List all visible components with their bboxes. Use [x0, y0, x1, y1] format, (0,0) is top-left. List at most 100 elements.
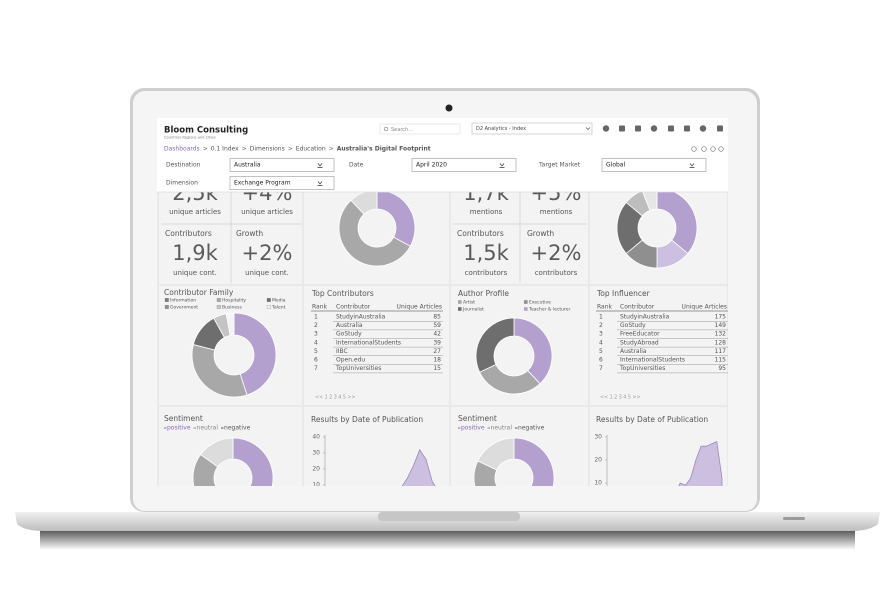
y-tick-label: 20	[594, 457, 602, 464]
article-count: 115	[715, 357, 727, 364]
legend-label: Business	[222, 305, 242, 311]
filter-value[interactable]: Exchange Program	[234, 180, 291, 187]
contributor-name: TopUniversities	[619, 365, 665, 372]
kpi-caption: unique cont.	[173, 269, 217, 277]
rank: 3	[314, 331, 318, 338]
toolbar-icon[interactable]	[602, 125, 610, 132]
page-tool-icon[interactable]	[710, 146, 716, 152]
panel-title: Contributor Family	[164, 288, 234, 297]
kpi-caption: unique articles	[241, 208, 293, 216]
toolbar-icon	[717, 125, 723, 132]
laptop-notch	[378, 512, 520, 521]
rank: 4	[599, 339, 603, 346]
contributor-name: GoStudy	[620, 322, 646, 329]
panel-title: Results by Date of Publication	[311, 415, 423, 424]
search-input[interactable]: Search...	[391, 127, 413, 133]
brand: Bloom Consulting	[164, 126, 248, 136]
legend-label: Executive	[529, 300, 551, 306]
article-count: 18	[433, 357, 441, 364]
article-count: 149	[715, 322, 727, 329]
column-header: Unique Articles	[397, 304, 442, 311]
column-header: Unique Articles	[682, 304, 727, 311]
toolbar-icon	[635, 125, 641, 132]
column-header: Rank	[312, 304, 328, 311]
article-count: 175	[715, 314, 727, 321]
contributor-name: GoStudy	[336, 331, 362, 338]
article-count: 132	[715, 331, 727, 338]
filter-label: Destination	[166, 162, 201, 169]
camera	[445, 104, 453, 112]
rank: 7	[314, 365, 318, 372]
select-caret	[499, 163, 505, 168]
donut-segment	[656, 187, 698, 255]
legend-swatch	[524, 307, 528, 311]
donut-segment	[200, 437, 234, 468]
filter-value[interactable]: Global	[606, 162, 625, 169]
contributor-name: StudyinAustralia	[620, 314, 670, 321]
contributor-name: InternationalStudents	[336, 339, 401, 346]
select-caret	[317, 163, 323, 168]
toolbar-icon[interactable]	[699, 125, 707, 132]
laptop-port	[783, 517, 805, 520]
panel-title: Sentiment	[164, 414, 203, 423]
legend-label: Hospitality	[222, 298, 246, 304]
breadcrumb-item[interactable]: Dashboards	[164, 146, 200, 153]
legend-label: neutral	[197, 425, 219, 432]
toolbar-icon[interactable]	[650, 125, 658, 132]
tagline: Countries Regions and Cities	[164, 136, 216, 140]
kpi-title: Growth	[527, 229, 554, 238]
rank: 7	[599, 365, 603, 372]
filter-value[interactable]: April 2020	[416, 162, 447, 169]
panel-title: Author Profile	[458, 289, 509, 298]
contributor-name: Open.edu	[336, 357, 365, 364]
rank: 1	[599, 314, 603, 321]
rank: 4	[314, 339, 318, 346]
donut-segment	[513, 437, 555, 486]
pagination[interactable]: << 1 2 3 4 5 >>	[315, 395, 356, 401]
donut-segment	[475, 317, 515, 373]
breadcrumb-item[interactable]: 0.1 Index	[211, 146, 239, 153]
contributor-name: StudyinAustralia	[336, 314, 386, 321]
rank: 2	[599, 322, 603, 329]
y-tick-label: 10	[312, 482, 320, 489]
select-caret	[689, 163, 695, 168]
kpi-caption: contributors	[465, 269, 508, 277]
breadcrumb-separator: >	[203, 146, 208, 153]
legend-label: Talent	[271, 305, 286, 311]
breadcrumb-item[interactable]: Education	[296, 146, 326, 153]
article-count: 117	[715, 348, 727, 355]
article-count: 42	[433, 331, 441, 338]
toolbar-icon	[668, 125, 674, 132]
breadcrumb-item[interactable]: Dimensions	[250, 146, 285, 153]
kpi-title: Growth	[236, 229, 263, 238]
page-tool-icon[interactable]	[691, 146, 697, 152]
page-tool-icon[interactable]	[701, 146, 707, 152]
y-tick-label: 30	[312, 450, 320, 457]
donut-segment	[232, 437, 274, 486]
panel	[304, 286, 449, 405]
legend-label: negative	[224, 425, 251, 432]
filter-select	[229, 176, 335, 190]
article-count: 59	[433, 322, 441, 329]
rank: 3	[599, 331, 603, 338]
breadcrumb-separator: >	[242, 146, 247, 153]
donut-segment	[225, 312, 235, 336]
area	[678, 441, 723, 486]
pagination[interactable]: << 1 2 3 4 5 >>	[600, 395, 641, 401]
article-count: 128	[715, 339, 727, 346]
kpi-value: +2%	[531, 241, 582, 265]
rank: 1	[314, 314, 318, 321]
panel	[590, 286, 727, 405]
y-tick-label: 40	[312, 434, 320, 441]
legend-label: Artist	[463, 300, 475, 306]
rank: 2	[314, 322, 318, 329]
donut-segment	[376, 189, 416, 247]
panel-title: Results by Date of Publication	[596, 415, 708, 424]
contributor-name: StudyAbroad	[620, 339, 659, 346]
filter-value[interactable]: Australia	[234, 162, 261, 169]
workspace-select-label[interactable]: D2 Analytics - Index	[476, 126, 526, 132]
page-tool-icon[interactable]	[718, 146, 724, 152]
laptop-shadow	[40, 528, 855, 550]
donut-segment	[477, 437, 515, 471]
